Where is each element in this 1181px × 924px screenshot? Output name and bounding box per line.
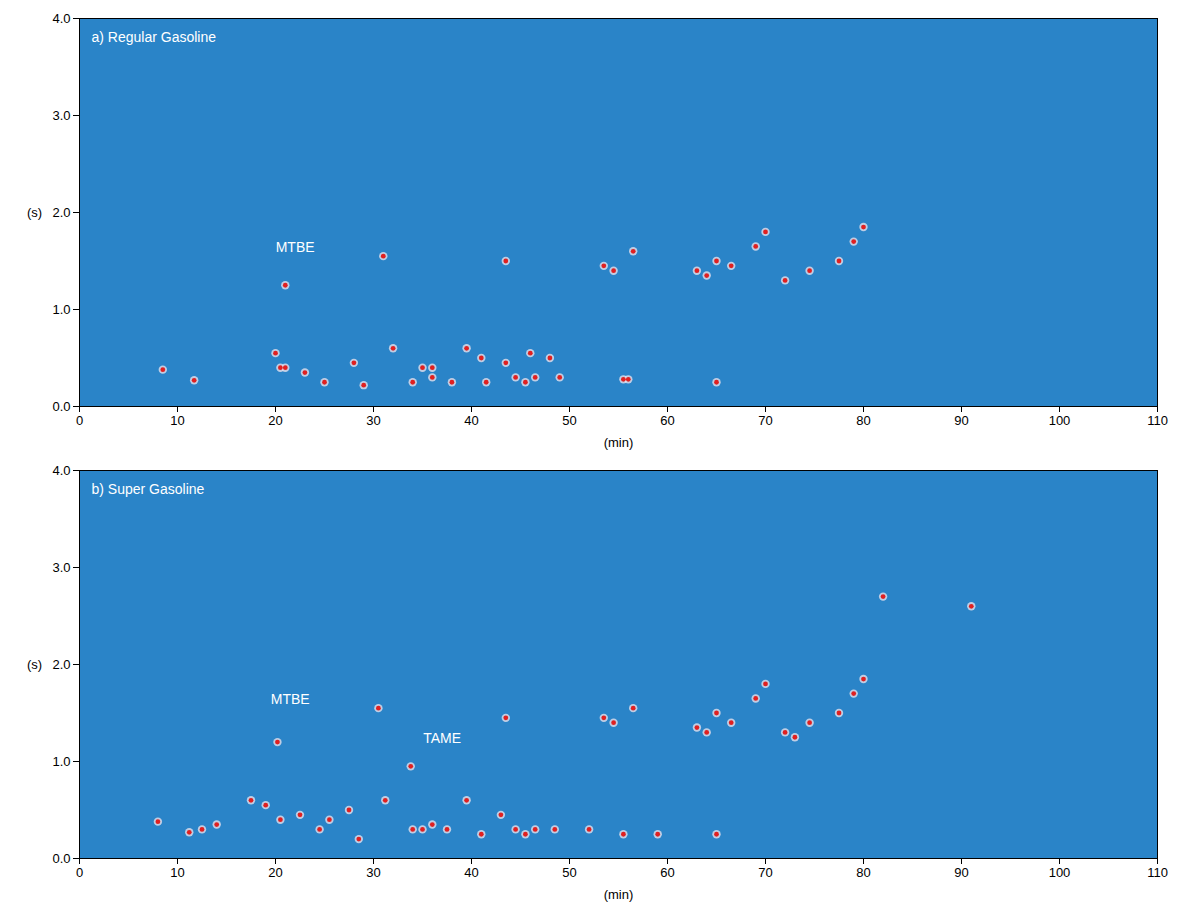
- svg-text:90: 90: [954, 865, 968, 880]
- svg-text:40: 40: [464, 413, 478, 428]
- svg-text:(s): (s): [27, 657, 42, 672]
- svg-text:(min): (min): [604, 435, 634, 450]
- svg-text:50: 50: [562, 413, 576, 428]
- svg-text:10: 10: [170, 413, 184, 428]
- svg-text:70: 70: [758, 413, 772, 428]
- svg-text:110: 110: [1147, 413, 1168, 428]
- svg-text:3.0: 3.0: [52, 108, 70, 123]
- svg-text:0.0: 0.0: [52, 851, 70, 866]
- svg-text:0: 0: [76, 413, 83, 428]
- svg-text:2.0: 2.0: [52, 205, 70, 220]
- svg-text:a) Regular Gasoline: a) Regular Gasoline: [92, 29, 217, 45]
- svg-text:MTBE: MTBE: [276, 239, 315, 255]
- svg-text:40: 40: [464, 865, 478, 880]
- svg-text:0: 0: [76, 865, 83, 880]
- svg-text:MTBE: MTBE: [271, 691, 310, 707]
- svg-text:TAME: TAME: [423, 730, 461, 746]
- svg-text:80: 80: [856, 413, 870, 428]
- svg-text:20: 20: [268, 413, 282, 428]
- svg-text:2.0: 2.0: [52, 657, 70, 672]
- svg-text:30: 30: [366, 865, 380, 880]
- svg-text:100: 100: [1049, 865, 1071, 880]
- svg-text:1.0: 1.0: [52, 754, 70, 769]
- svg-text:1.0: 1.0: [52, 302, 70, 317]
- svg-text:110: 110: [1147, 865, 1168, 880]
- svg-text:(min): (min): [604, 887, 634, 902]
- svg-text:20: 20: [268, 865, 282, 880]
- svg-text:60: 60: [660, 413, 674, 428]
- svg-text:0.0: 0.0: [52, 399, 70, 414]
- svg-text:4.0: 4.0: [52, 11, 70, 26]
- svg-text:4.0: 4.0: [52, 463, 70, 478]
- svg-text:3.0: 3.0: [52, 560, 70, 575]
- svg-text:10: 10: [170, 865, 184, 880]
- svg-text:60: 60: [660, 865, 674, 880]
- svg-text:80: 80: [856, 865, 870, 880]
- svg-text:90: 90: [954, 413, 968, 428]
- svg-text:100: 100: [1049, 413, 1071, 428]
- svg-text:30: 30: [366, 413, 380, 428]
- svg-text:70: 70: [758, 865, 772, 880]
- svg-text:50: 50: [562, 865, 576, 880]
- svg-text:b) Super Gasoline: b) Super Gasoline: [92, 481, 205, 497]
- svg-text:(s): (s): [27, 205, 42, 220]
